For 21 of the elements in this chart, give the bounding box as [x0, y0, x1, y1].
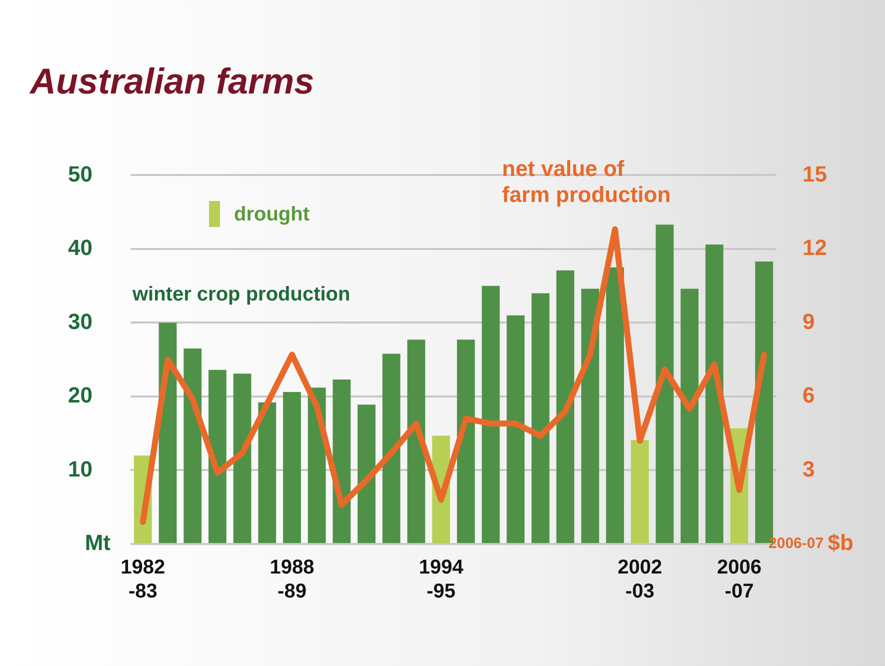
x-tick-label: 2002 -03	[618, 556, 662, 603]
y-axis-title: Mt	[84, 530, 112, 556]
y-tick-label: 50	[68, 161, 92, 186]
text: net value of farm production	[502, 156, 671, 208]
y2-tick-label: 3	[802, 456, 815, 482]
annotation: drought	[234, 204, 310, 226]
y-tick-label: 10	[68, 456, 92, 482]
y-tick-label: 30	[68, 308, 92, 334]
x-tick-label: 2006 -07	[717, 556, 762, 603]
y-tick-label: 40	[68, 235, 92, 260]
y2-tick-label: 9	[802, 308, 815, 334]
x-tick-label: 1988 -89	[270, 556, 314, 603]
y2-tick-label: 12	[802, 235, 828, 260]
y2-tick-label: 15	[802, 161, 828, 186]
series-label: winter crop production	[131, 284, 350, 306]
chart-title: Australian farms	[29, 60, 314, 102]
x-tick-label: 1982 -83	[120, 556, 166, 603]
x-tick-label: 1994 -95	[418, 556, 464, 603]
y2-axis-title: 2006-07 $b	[768, 530, 854, 556]
y-tick-label: 20	[68, 382, 92, 408]
y2-tick-label: 6	[802, 382, 815, 408]
